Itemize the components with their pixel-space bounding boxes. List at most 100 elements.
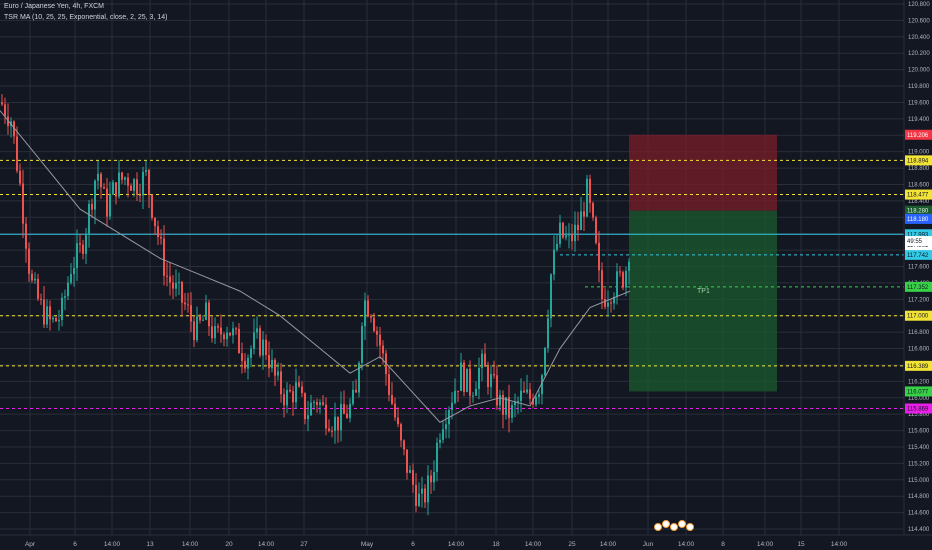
candle[interactable]	[487, 366, 489, 388]
candle[interactable]	[181, 281, 183, 303]
candle[interactable]	[265, 339, 267, 355]
candle[interactable]	[76, 243, 78, 269]
candle[interactable]	[118, 172, 120, 197]
candle[interactable]	[109, 194, 111, 217]
candle[interactable]	[346, 413, 348, 418]
candle[interactable]	[490, 373, 492, 388]
candle[interactable]	[310, 402, 312, 416]
candle[interactable]	[514, 401, 516, 406]
candle[interactable]	[406, 449, 408, 473]
candle[interactable]	[166, 275, 168, 277]
candle[interactable]	[619, 271, 621, 273]
candle[interactable]	[226, 332, 228, 340]
candle[interactable]	[85, 233, 87, 254]
candle[interactable]	[238, 328, 240, 354]
candle[interactable]	[577, 224, 579, 231]
candle[interactable]	[319, 402, 321, 405]
candle[interactable]	[292, 391, 294, 403]
candle[interactable]	[241, 353, 243, 361]
candle[interactable]	[184, 302, 186, 305]
candle[interactable]	[526, 389, 528, 393]
take-profit-zone[interactable]	[629, 210, 777, 392]
candle[interactable]	[247, 357, 249, 369]
candle[interactable]	[409, 470, 411, 473]
candle[interactable]	[613, 296, 615, 304]
candle[interactable]	[217, 326, 219, 328]
candle[interactable]	[208, 302, 210, 327]
candle[interactable]	[553, 249, 555, 275]
candle[interactable]	[472, 395, 474, 397]
indicator-legend[interactable]: TSR MA (10, 25, 25, Exponential, close, …	[4, 14, 168, 21]
candle[interactable]	[394, 403, 396, 418]
candle[interactable]	[139, 194, 141, 196]
candle[interactable]	[544, 347, 546, 376]
candle[interactable]	[358, 362, 360, 393]
candle[interactable]	[340, 404, 342, 431]
candle[interactable]	[388, 374, 390, 395]
candle[interactable]	[604, 299, 606, 307]
candle[interactable]	[19, 170, 21, 184]
candle[interactable]	[43, 299, 45, 325]
candle[interactable]	[349, 403, 351, 418]
candle[interactable]	[367, 300, 369, 317]
candle[interactable]	[169, 276, 171, 283]
candle[interactable]	[574, 224, 576, 242]
candle[interactable]	[331, 430, 333, 432]
candle[interactable]	[187, 304, 189, 306]
candle[interactable]	[25, 223, 27, 249]
candle[interactable]	[382, 345, 384, 354]
candle[interactable]	[505, 397, 507, 415]
candle[interactable]	[517, 400, 519, 402]
candle[interactable]	[556, 243, 558, 250]
candle[interactable]	[520, 390, 522, 401]
candle[interactable]	[73, 268, 75, 275]
candle[interactable]	[250, 348, 252, 358]
candle[interactable]	[214, 326, 216, 339]
candle[interactable]	[157, 226, 159, 238]
candle[interactable]	[616, 271, 618, 297]
candle[interactable]	[484, 353, 486, 367]
candle[interactable]	[601, 270, 603, 300]
candle[interactable]	[541, 375, 543, 395]
candle[interactable]	[445, 424, 447, 430]
candle[interactable]	[538, 394, 540, 397]
candle[interactable]	[352, 389, 354, 404]
candle[interactable]	[70, 274, 72, 283]
candle[interactable]	[193, 321, 195, 341]
candle[interactable]	[337, 416, 339, 431]
candle[interactable]	[52, 317, 54, 320]
candle[interactable]	[286, 389, 288, 406]
candle[interactable]	[160, 237, 162, 239]
candle[interactable]	[502, 394, 504, 415]
stop-loss-zone[interactable]	[629, 134, 777, 211]
candle[interactable]	[430, 475, 432, 483]
candle[interactable]	[580, 211, 582, 231]
candle[interactable]	[562, 222, 564, 238]
candle[interactable]	[268, 354, 270, 369]
candle[interactable]	[88, 203, 90, 234]
candle[interactable]	[274, 359, 276, 376]
candle[interactable]	[463, 362, 465, 392]
candle[interactable]	[529, 389, 531, 399]
time-axis[interactable]	[0, 535, 932, 550]
candle[interactable]	[457, 390, 459, 392]
candle[interactable]	[136, 179, 138, 195]
candle[interactable]	[532, 398, 534, 405]
moving-average-line[interactable]	[0, 110, 631, 423]
candle[interactable]	[64, 296, 66, 298]
candle[interactable]	[523, 390, 525, 393]
candle[interactable]	[535, 396, 537, 405]
candle[interactable]	[481, 353, 483, 369]
candle[interactable]	[112, 182, 114, 195]
candle[interactable]	[439, 439, 441, 443]
candle[interactable]	[400, 424, 402, 441]
candle[interactable]	[49, 306, 51, 320]
candle[interactable]	[133, 179, 135, 191]
candle[interactable]	[313, 402, 315, 404]
candle[interactable]	[148, 170, 150, 196]
candle[interactable]	[196, 316, 198, 341]
candle[interactable]	[40, 298, 42, 300]
candle[interactable]	[253, 332, 255, 349]
candle[interactable]	[589, 178, 591, 203]
